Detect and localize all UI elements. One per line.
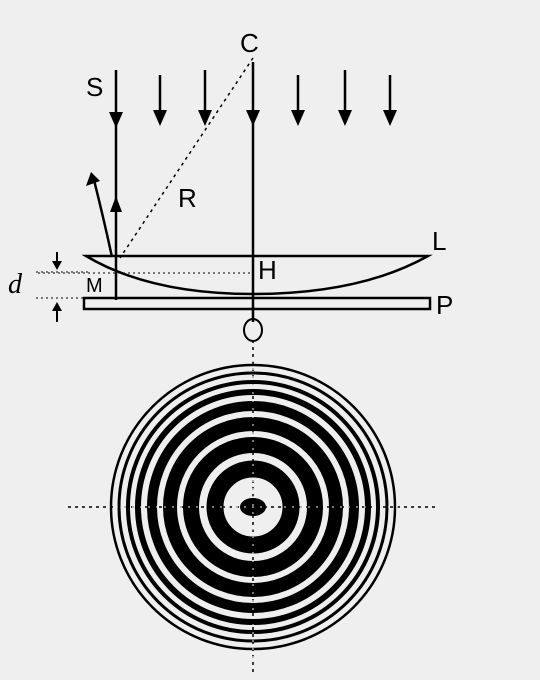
incident-ray-5-arrow xyxy=(291,110,305,126)
d-arrow-top xyxy=(52,261,62,270)
reflected-ray-oblique-arrow xyxy=(86,172,100,186)
incident-rays xyxy=(109,62,397,322)
origin-marker xyxy=(243,318,263,342)
label-r: R xyxy=(178,183,197,213)
label-c: C xyxy=(240,28,259,58)
label-h: H xyxy=(258,255,277,285)
incident-ray-s-arrow xyxy=(109,112,123,128)
label-d: d xyxy=(8,269,23,300)
incident-ray-3-arrow xyxy=(198,110,212,126)
reflected-ray-up-arrow xyxy=(110,196,122,212)
radius-line xyxy=(119,57,254,259)
label-s: S xyxy=(86,72,103,102)
central-axis-ray-arrow xyxy=(246,110,260,126)
thickness-dimension xyxy=(36,252,90,322)
d-arrow-bottom xyxy=(52,302,62,311)
lens xyxy=(81,254,433,296)
reflected-ray-oblique xyxy=(92,179,114,258)
reflected-rays xyxy=(86,172,122,258)
label-l: L xyxy=(432,226,446,256)
label-p: P xyxy=(436,290,453,320)
glass-plate xyxy=(82,296,432,311)
label-m: M xyxy=(86,275,103,297)
incident-ray-2-arrow xyxy=(153,110,167,126)
incident-ray-7-arrow xyxy=(383,110,397,126)
incident-ray-6-arrow xyxy=(338,110,352,126)
